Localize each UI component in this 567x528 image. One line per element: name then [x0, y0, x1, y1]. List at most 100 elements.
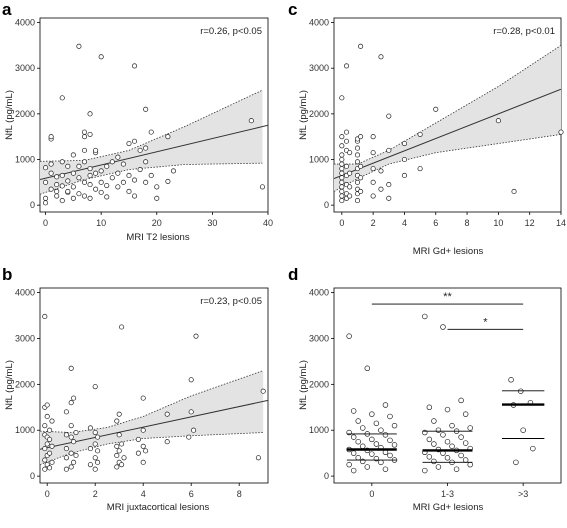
- data-point: [378, 54, 384, 60]
- data-point: [47, 436, 53, 442]
- data-point: [140, 443, 146, 449]
- data-point: [126, 140, 132, 147]
- data-point: [355, 418, 361, 424]
- data-point: [355, 455, 361, 461]
- data-point: [347, 170, 353, 176]
- data-point: [76, 43, 82, 49]
- data-point: [440, 324, 446, 330]
- data-point: [370, 134, 376, 140]
- data-point: [140, 459, 146, 465]
- data-point: [76, 163, 82, 169]
- data-point: [433, 106, 439, 112]
- data-point: [350, 467, 357, 474]
- data-point: [63, 466, 69, 472]
- data-point: [115, 154, 121, 160]
- data-point: [92, 466, 98, 472]
- data-point: [339, 152, 345, 158]
- data-point: [87, 195, 93, 201]
- data-point: [63, 446, 69, 452]
- data-point: [358, 43, 364, 49]
- panel-c: 0 1000 2000 3000 4000 0 2 4 6 8 10 12 14 MRI Gd+ lesi…: [298, 18, 566, 257]
- data-point: [42, 457, 48, 463]
- data-point: [114, 418, 120, 424]
- data-point: [131, 138, 138, 144]
- data-point: [148, 172, 154, 179]
- data-point: [373, 441, 380, 447]
- data-point: [530, 445, 536, 452]
- data-point: [114, 464, 120, 470]
- data-point: [364, 464, 371, 470]
- data-point: [119, 441, 125, 447]
- data-point: [517, 388, 524, 394]
- ci-upper-line: [334, 45, 561, 165]
- y-tick-label: 2000: [309, 109, 329, 119]
- data-point: [70, 152, 76, 158]
- data-point: [137, 147, 143, 153]
- data-point: [382, 466, 389, 472]
- data-point: [54, 193, 60, 199]
- data-point: [65, 163, 71, 169]
- data-point: [431, 458, 437, 465]
- data-point: [347, 193, 353, 199]
- data-point: [92, 441, 98, 447]
- x-tick-label: 8: [237, 489, 242, 499]
- data-point: [98, 168, 104, 174]
- ci-lower-line: [40, 162, 263, 195]
- data-point: [44, 413, 50, 420]
- y-tick-label: 0: [324, 471, 329, 481]
- confidence-band: [40, 90, 263, 195]
- data-point: [339, 198, 345, 204]
- data-point: [68, 464, 74, 470]
- data-point: [126, 172, 132, 179]
- data-point: [378, 186, 384, 192]
- data-point: [47, 450, 53, 456]
- data-point: [354, 179, 361, 185]
- data-point: [339, 143, 345, 149]
- data-point: [143, 159, 149, 165]
- data-point: [143, 145, 149, 151]
- y-tick-label: 4000: [309, 18, 329, 28]
- data-point: [462, 457, 469, 463]
- y-axis-label: NfL (pg/mL): [298, 90, 309, 140]
- data-point: [59, 183, 65, 189]
- panel-letter-b: b: [2, 265, 12, 284]
- plot-frame: [39, 287, 269, 484]
- confidence-band: [40, 370, 264, 465]
- data-point: [114, 452, 120, 459]
- data-point: [43, 179, 49, 185]
- regression-line: [334, 88, 561, 180]
- significance-label: **: [443, 291, 452, 303]
- data-point: [401, 172, 407, 179]
- data-point: [135, 436, 141, 442]
- data-point: [81, 179, 88, 185]
- data-point: [343, 129, 350, 135]
- x-tick-label: 6: [189, 489, 194, 499]
- data-point: [68, 434, 74, 440]
- data-point: [193, 333, 199, 339]
- y-tick-label: 4000: [309, 288, 329, 298]
- data-point: [135, 450, 141, 456]
- data-point: [370, 166, 376, 172]
- data-point: [116, 448, 122, 454]
- y-tick-label: 3000: [15, 333, 35, 343]
- data-point: [347, 184, 353, 190]
- data-point: [42, 466, 48, 472]
- data-point: [378, 459, 384, 466]
- data-point: [59, 95, 65, 101]
- data-point: [444, 438, 451, 445]
- x-tick-label: 2: [371, 218, 376, 228]
- data-point: [260, 388, 266, 394]
- data-point: [87, 182, 93, 188]
- data-point: [191, 427, 197, 433]
- data-point: [109, 159, 115, 165]
- data-point: [47, 427, 53, 433]
- data-point: [116, 432, 122, 438]
- data-point: [95, 459, 101, 465]
- data-point: [59, 159, 65, 165]
- data-point: [458, 434, 464, 440]
- data-point: [358, 188, 364, 195]
- x-axis-label: MRI Gd+ lesions: [413, 502, 484, 513]
- data-point: [391, 442, 398, 448]
- data-point: [93, 186, 99, 192]
- data-point: [444, 406, 451, 413]
